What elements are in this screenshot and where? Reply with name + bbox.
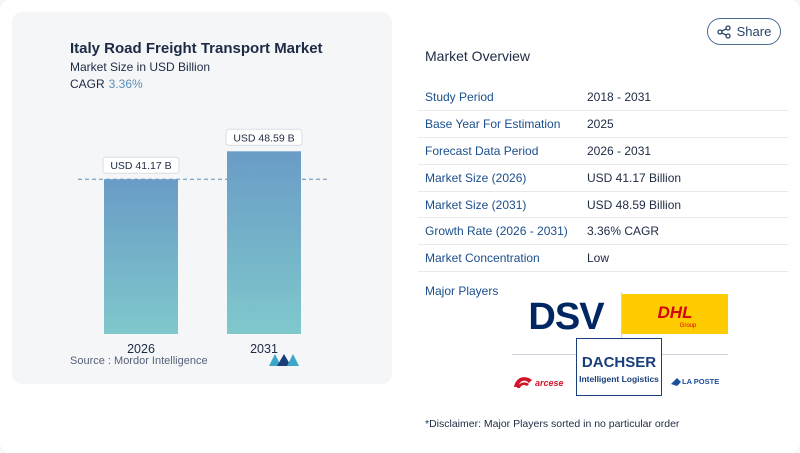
overview-row-label: Forecast Data Period (425, 143, 539, 158)
source: Source : Mordor Intelligence (70, 355, 208, 367)
dachser-logo: DACHSER Intelligent Logistics (576, 338, 662, 396)
share-label: Share (736, 24, 772, 39)
disclaimer: *Disclaimer: Major Players sorted in no … (425, 418, 680, 430)
overview-row: Growth Rate (2026 - 2031) 3.36% CAGR (418, 218, 788, 246)
chart-card (12, 12, 392, 384)
market-overview-table: Study Period 2018 - 2031 Base Year For Es… (418, 84, 788, 273)
value-label: USD 41.17 B (110, 160, 171, 172)
overview-row-label: Base Year For Estimation (425, 116, 561, 131)
overview-row-value: 3.36% CAGR (587, 224, 660, 239)
overview-row: Forecast Data Period 2026 - 2031 (418, 138, 788, 165)
la-poste-logo: LA POSTE (671, 377, 719, 386)
overview-row-label: Market Size (2026) (425, 170, 527, 185)
overview-row-label: Market Size (2031) (425, 197, 527, 212)
dhl-group-logo: DHL Group (622, 294, 728, 334)
overview-row-label: Growth Rate (2026 - 2031) (425, 224, 568, 239)
dsv-logo: DSV (528, 296, 606, 336)
overview-row: Market Concentration Low (418, 245, 788, 273)
overview-row-value: Low (587, 251, 610, 266)
cagr-value: 3.36% (108, 77, 143, 91)
cagr-label: CAGR (70, 77, 105, 91)
logo-divider (621, 292, 622, 338)
share-icon (716, 24, 731, 39)
mordor-intelligence-logo-icon (269, 354, 299, 366)
market-overview-title: Market Overview (425, 48, 531, 64)
arcese-logo: arcese (514, 377, 564, 388)
overview-row-value: USD 41.17 Billion (587, 170, 682, 185)
dhl-logo-text: DHL (658, 303, 693, 322)
overview-row-label: Market Concentration (425, 251, 540, 266)
overview-row: Base Year For Estimation 2025 (418, 111, 788, 138)
source-name: Mordor Intelligence (114, 355, 208, 367)
bar (227, 151, 301, 334)
cagr: CAGR 3.36% (70, 77, 143, 91)
arcese-swoosh-icon (514, 377, 532, 387)
overview-row-value: 2026 - 2031 (587, 143, 652, 158)
share-button[interactable]: Share (707, 18, 781, 45)
dsv-logo-text: DSV (528, 296, 605, 336)
dachser-logo-text: DACHSER (582, 354, 656, 371)
overview-row: Study Period 2018 - 2031 (418, 84, 788, 111)
overview-row-label: Study Period (425, 89, 494, 104)
overview-row: Market Size (2031) USD 48.59 Billion (418, 192, 788, 219)
dhl-logo-sub: Group (680, 323, 697, 329)
dachser-logo-sub: Intelligent Logistics (579, 374, 659, 384)
chart-title: Italy Road Freight Transport Market (70, 40, 323, 57)
value-label-bg (225, 128, 303, 146)
source-label: Source : (70, 355, 111, 367)
overview-row: Market Size (2026) USD 41.17 Billion (418, 165, 788, 192)
logo-divider (512, 354, 576, 355)
overview-row-value: USD 48.59 Billion (587, 197, 682, 212)
overview-row-value: 2018 - 2031 (587, 89, 652, 104)
bar-chart: USD 41.17 B 2026 USD 48.59 B 2031 (78, 128, 328, 356)
value-label-bg (102, 156, 180, 174)
la-poste-logo-text: LA POSTE (682, 377, 719, 386)
value-label: USD 48.59 B (233, 132, 294, 144)
category-label: 2031 (250, 342, 278, 356)
chart-subtitle: Market Size in USD Billion (70, 60, 211, 74)
bar (104, 179, 178, 334)
overview-row-value: 2025 (587, 116, 614, 131)
major-players-label: Major Players (425, 284, 499, 298)
logo-divider (662, 354, 728, 355)
la-poste-bird-icon (671, 378, 681, 386)
category-label: 2026 (127, 342, 155, 356)
arcese-logo-text: arcese (535, 378, 564, 388)
